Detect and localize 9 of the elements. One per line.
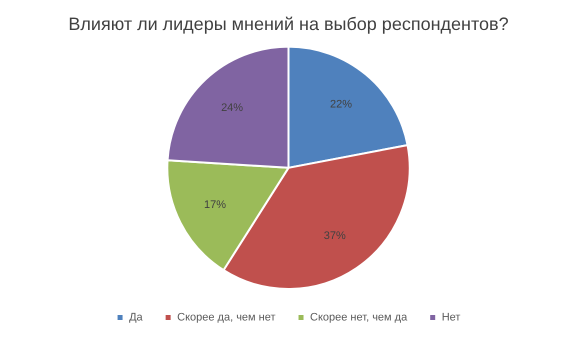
data-label: 37% xyxy=(324,230,346,242)
legend-label: Скорее да, чем нет xyxy=(177,312,276,324)
chart-title: Влияют ли лидеры мнений на выбор респондентов? xyxy=(68,14,509,34)
data-label: 17% xyxy=(204,199,226,212)
legend-label: Скорее нет, чем да xyxy=(310,312,408,324)
legend-label: Нет xyxy=(442,312,460,324)
data-label: 22% xyxy=(330,98,352,110)
legend-label: Да xyxy=(129,312,144,324)
data-label: 24% xyxy=(221,102,244,114)
